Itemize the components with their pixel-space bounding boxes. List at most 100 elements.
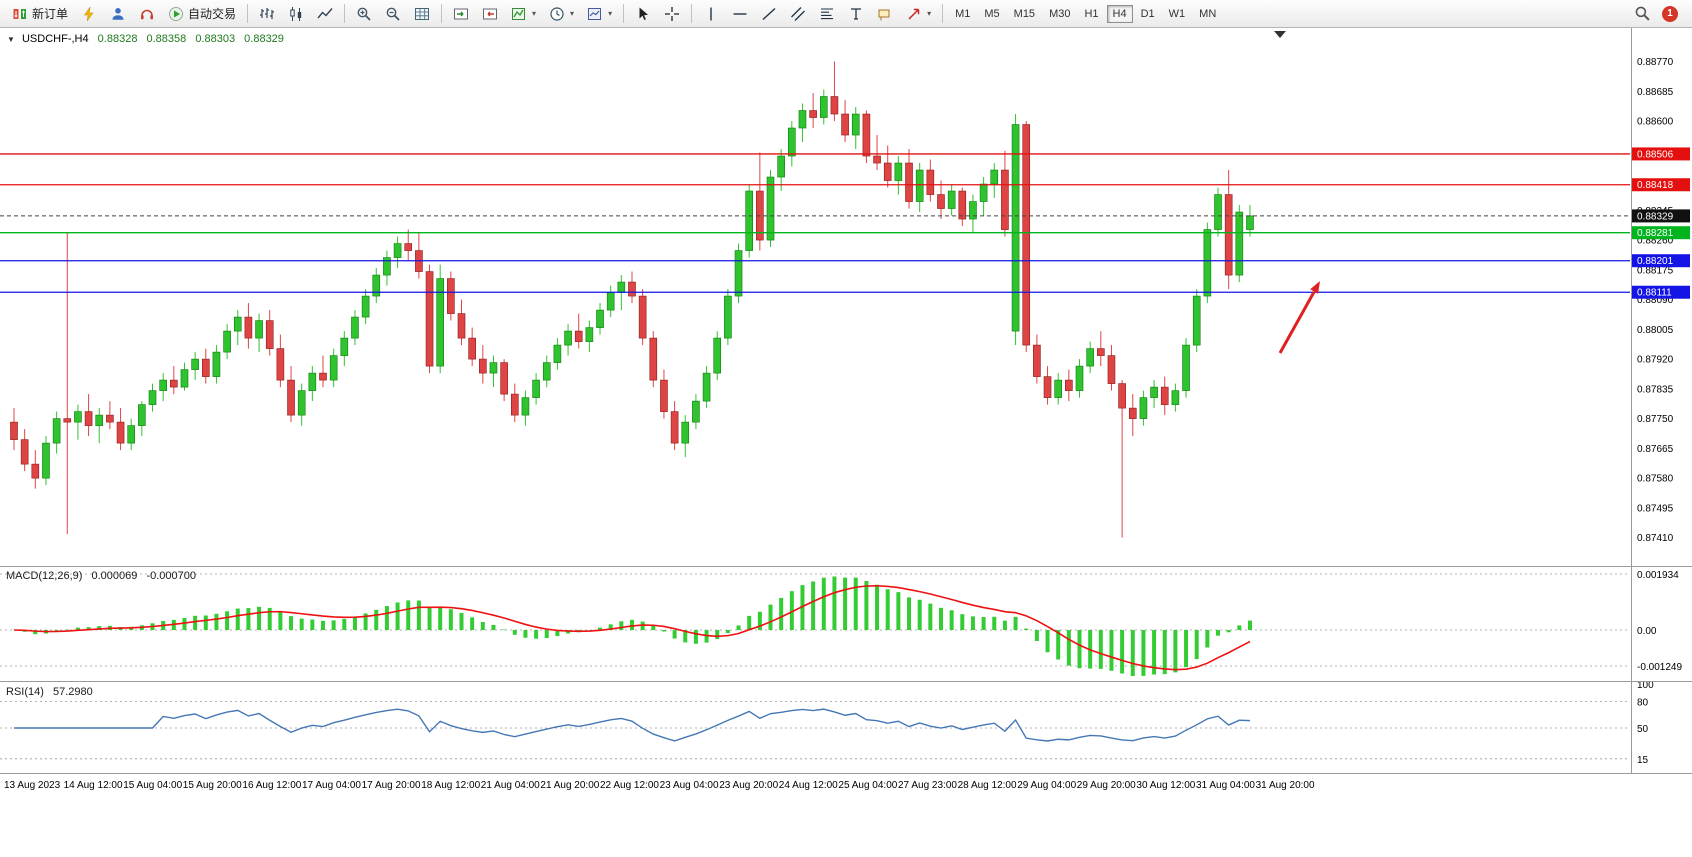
bars-chart-icon (260, 7, 275, 19)
candle (393, 243, 402, 258)
candle (106, 414, 114, 423)
candle (979, 183, 988, 202)
candle (233, 316, 242, 332)
time-axis-label: 21 Aug 20:00 (540, 780, 599, 791)
candle (1107, 355, 1116, 384)
candle (244, 316, 253, 339)
zoom-out-button[interactable] (379, 2, 407, 26)
candle (937, 194, 945, 209)
candle (1235, 211, 1244, 276)
grid-button[interactable] (408, 2, 436, 26)
candle (223, 330, 231, 353)
candle (915, 169, 924, 202)
price-tag-label: 0.88201 (1637, 256, 1674, 267)
time-axis-label: 24 Aug 12:00 (779, 780, 838, 791)
candle (628, 281, 636, 297)
candle (212, 351, 221, 377)
candle (713, 337, 722, 374)
time-axis-label: 13 Aug 2023 (4, 780, 61, 791)
candle (926, 169, 935, 195)
chart-candles-button[interactable] (282, 2, 310, 26)
channel-button[interactable] (784, 2, 812, 26)
candle (42, 442, 50, 479)
account-button[interactable] (104, 2, 132, 26)
candle (329, 355, 338, 381)
chevron-down-icon: ▾ (927, 9, 932, 18)
chart-area[interactable]: 0.887700.886850.886000.883450.882600.881… (0, 28, 1692, 857)
zoom-in-button[interactable] (350, 2, 378, 26)
candle (191, 358, 199, 370)
timeframe-button-M30[interactable]: M30 (1043, 5, 1076, 23)
fibonacci-button[interactable] (813, 2, 841, 26)
chart-title: ▼ USDCHF-,H4 0.88328 0.88358 0.88303 0.8… (7, 33, 290, 45)
chart-bars-button[interactable] (253, 2, 281, 26)
notification-badge[interactable]: 1 (1662, 5, 1678, 22)
timeframe-button-M15[interactable]: M15 (1008, 5, 1041, 23)
new-order-button[interactable]: 新订单 (6, 2, 74, 26)
search-button[interactable] (1628, 2, 1657, 26)
chart-shift-button[interactable] (476, 2, 504, 26)
candle (10, 421, 18, 440)
crosshair-button[interactable] (658, 2, 686, 26)
candle (1246, 215, 1254, 230)
candle (819, 96, 828, 118)
price-tag (1632, 209, 1690, 223)
timeframe-button-H4[interactable]: H4 (1106, 4, 1133, 23)
timeframe-button-W1[interactable]: W1 (1163, 5, 1192, 23)
timeframe-button-D1[interactable]: D1 (1135, 5, 1161, 23)
toolbar-separator (247, 4, 249, 23)
symbol-marker-icon[interactable]: ▼ (7, 35, 15, 44)
quotes-button[interactable] (75, 2, 103, 26)
candle (617, 281, 626, 293)
candle (532, 379, 540, 398)
candle (20, 439, 29, 465)
chevron-down-icon: ▾ (608, 9, 613, 18)
ohlc-close: 0.88329 (244, 33, 284, 45)
vertical-line-icon (710, 7, 712, 20)
indicators-button[interactable]: ▾ (505, 2, 542, 26)
rsi-axis-label: 80 (1637, 698, 1649, 709)
toolbar: 新订单 自动交易 (0, 0, 1692, 28)
rsi-pane-label: RSI(14) 57.2980 (6, 686, 99, 698)
cursor-button[interactable] (629, 2, 657, 26)
candle (692, 400, 700, 423)
candle (479, 358, 487, 374)
algo-trading-button[interactable]: 自动交易 (162, 2, 242, 26)
text-button[interactable] (842, 2, 870, 26)
candle (276, 348, 285, 381)
time-axis-label: 25 Aug 04:00 (838, 780, 897, 791)
candle (521, 397, 530, 416)
candle (883, 162, 892, 181)
timeframe-button-M5[interactable]: M5 (978, 5, 1005, 23)
candle (1022, 124, 1031, 346)
time-axis-label: 18 Aug 12:00 (421, 780, 480, 791)
time-axis-label: 22 Aug 12:00 (600, 780, 659, 791)
timeframe-button-H1[interactable]: H1 (1078, 5, 1104, 23)
candle (489, 362, 498, 374)
candle (990, 169, 999, 185)
templates-button[interactable]: ▾ (581, 2, 618, 26)
candle (798, 110, 807, 129)
horizontal-line-button[interactable] (726, 2, 754, 26)
price-axis-label: 0.88685 (1637, 87, 1674, 98)
chart-line-button[interactable] (311, 2, 339, 26)
trendline-button[interactable] (755, 2, 783, 26)
arrow-annotation[interactable] (1278, 291, 1316, 354)
price-tag (1632, 285, 1690, 299)
timeframe-button-M1[interactable]: M1 (949, 5, 976, 23)
label-button[interactable] (871, 2, 899, 26)
arrow-annotation-head[interactable] (1310, 281, 1320, 294)
time-axis-label: 15 Aug 20:00 (183, 780, 242, 791)
candle (681, 421, 690, 444)
timeframe-button-MN[interactable]: MN (1193, 5, 1222, 23)
chart-shift-marker[interactable] (1274, 31, 1286, 38)
candle (958, 190, 967, 220)
vertical-line-button[interactable] (697, 2, 725, 26)
arrows-button[interactable]: ▾ (900, 2, 937, 26)
periods-button[interactable]: ▾ (543, 2, 580, 26)
support-button[interactable] (133, 2, 161, 26)
auto-scroll-button[interactable] (447, 2, 475, 26)
candle (170, 379, 178, 388)
candle (31, 463, 40, 479)
candle (1182, 344, 1190, 391)
